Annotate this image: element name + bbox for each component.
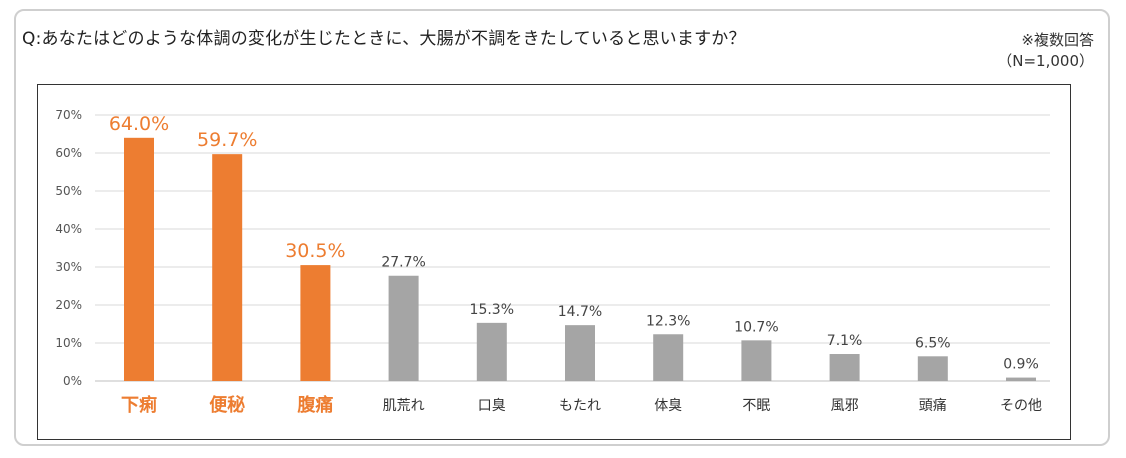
- bar: [741, 340, 772, 381]
- data-label: 0.9%: [1003, 357, 1039, 373]
- data-label: 15.3%: [470, 302, 514, 318]
- y-tick-label: 20%: [55, 298, 82, 312]
- data-label: 30.5%: [285, 240, 345, 262]
- bar: [124, 137, 154, 381]
- question-title: Q:あなたはどのような体調の変化が生じたときに、大腸が不調をきたしていると思いま…: [22, 29, 746, 49]
- category-label: 便秘: [209, 394, 245, 416]
- bar: [1006, 377, 1036, 381]
- category-label: 頭痛: [919, 397, 947, 414]
- y-tick-label: 0%: [63, 374, 82, 388]
- category-label: 不眠: [742, 398, 770, 414]
- bar: [565, 325, 595, 381]
- data-label: 64.0%: [109, 113, 169, 135]
- bar: [653, 334, 684, 381]
- response-note: ※複数回答 （N=1,000）: [997, 30, 1094, 72]
- category-label: 肌荒れ: [383, 398, 425, 414]
- sample-size-note: （N=1,000）: [997, 52, 1094, 70]
- y-tick-label: 10%: [55, 336, 82, 350]
- category-label: もたれ: [559, 398, 601, 414]
- category-label: 腹痛: [297, 394, 333, 416]
- y-tick-label: 30%: [55, 260, 82, 274]
- multiple-answer-note: ※複数回答: [1021, 31, 1094, 49]
- data-label: 59.7%: [197, 129, 257, 151]
- bar: [212, 154, 243, 381]
- data-label: 27.7%: [381, 255, 425, 271]
- y-tick-label: 50%: [55, 184, 82, 198]
- bar: [476, 322, 507, 381]
- data-label: 12.3%: [646, 313, 690, 329]
- y-tick-label: 40%: [55, 222, 82, 236]
- y-tick-label: 60%: [55, 146, 82, 160]
- bar: [829, 354, 860, 381]
- category-label: 体臭: [654, 398, 682, 414]
- bar: [917, 356, 948, 381]
- data-label: 14.7%: [558, 304, 602, 320]
- data-label: 6.5%: [915, 335, 951, 351]
- data-label: 7.1%: [827, 333, 863, 349]
- y-tick-label: 70%: [55, 108, 82, 122]
- data-label: 10.7%: [734, 319, 778, 335]
- category-label: その他: [1000, 398, 1042, 414]
- bar: [388, 275, 419, 381]
- category-label: 下痢: [121, 394, 157, 416]
- bar: [300, 265, 331, 381]
- category-label: 風邪: [831, 398, 859, 414]
- category-label: 口臭: [478, 398, 506, 414]
